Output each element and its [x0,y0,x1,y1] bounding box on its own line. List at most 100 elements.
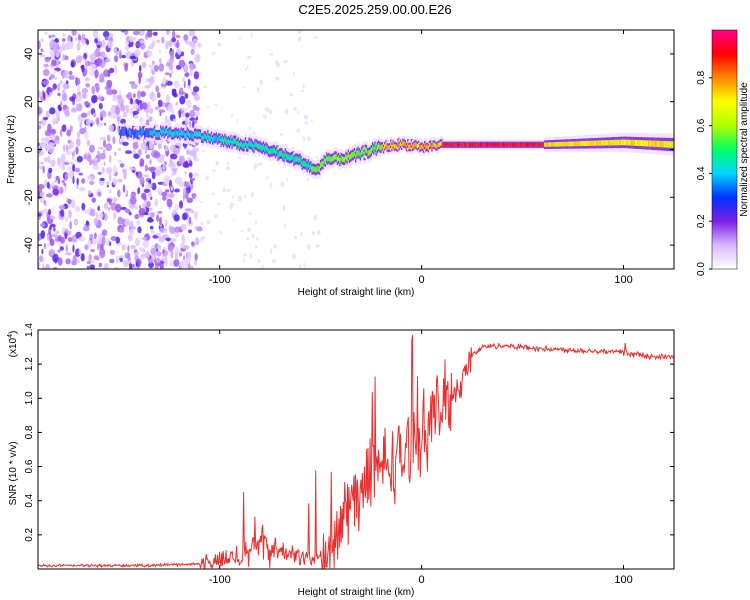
ridge-core [392,142,395,147]
noise-cell [300,231,303,237]
noise-cell [91,85,96,95]
noise-cell [303,262,306,268]
noise-cell [50,159,56,168]
y-tick-label: 0.4 [24,493,35,507]
noise-cell [217,42,222,47]
noise-cell [138,207,146,216]
noise-cell [88,157,92,166]
noise-cell [92,165,100,170]
noise-cell [283,223,286,228]
noise-cell [190,89,193,93]
noise-cell [39,223,46,227]
noise-cell [171,168,178,172]
noise-cell [174,232,179,238]
ridge-core [414,141,417,147]
noise-cell [130,83,138,89]
noise-cell [99,152,106,160]
noise-cell [115,51,120,56]
noise-cell [89,208,96,217]
chart-title: C2E5.2025.259.00.00.E26 [298,2,452,17]
noise-cell [146,201,151,208]
noise-cell [55,230,60,234]
noise-cell [178,109,181,119]
noise-cell [49,223,56,228]
noise-cell [193,157,200,162]
noise-cell [149,140,153,150]
noise-cell [174,147,181,155]
noise-cell [257,259,261,264]
noise-cell [194,253,198,261]
noise-cell [61,42,66,51]
ridge-core [551,142,554,147]
noise-cell [108,173,112,182]
noise-cell [149,77,154,86]
noise-cell [67,34,72,43]
noise-cell [178,91,186,95]
noise-cell [149,107,154,114]
noise-cell [187,79,191,86]
noise-cell [158,143,162,150]
noise-cell [49,91,53,96]
noise-cell [51,233,58,238]
noise-cell [112,212,117,219]
noise-cell [119,255,125,259]
noise-cell [39,255,43,263]
noise-cell [122,141,129,146]
ridge-core [451,143,455,147]
noise-cell [184,117,189,125]
noise-cell [38,40,41,50]
noise-cell [144,164,148,172]
noise-cell [60,153,66,162]
ridge-core [491,143,495,147]
snr-y-multiplier-exp: 4 [7,334,14,338]
y-tick-label: 20 [23,96,35,108]
noise-cell [43,68,50,77]
noise-cell [158,49,162,55]
noise-cell [206,105,210,109]
noise-cell [205,175,209,181]
noise-cell [40,38,44,42]
ridge-core [149,130,152,136]
noise-cell [44,202,48,207]
noise-cell [250,32,253,38]
noise-cell [81,112,88,118]
noise-cell [166,198,173,208]
ridge-core [231,141,234,147]
noise-cell [293,71,295,76]
noise-cell [107,111,112,117]
noise-cell [91,95,98,103]
noise-cell [185,112,190,118]
noise-cell [155,232,161,237]
noise-cell [38,233,41,242]
noise-cell [112,136,116,145]
noise-cell [67,172,74,180]
noise-cell [233,218,235,222]
ridge-core [138,132,141,138]
noise-cell [184,93,189,99]
noise-cell [212,169,216,172]
noise-cell [144,85,151,89]
noise-cell [120,118,126,125]
noise-cell [68,150,73,156]
ridge-core [169,129,172,135]
noise-cell [66,159,69,163]
noise-cell [129,81,136,85]
colorbar-tick-label: 0.8 [696,70,707,84]
ridge-core [202,135,205,141]
noise-cell [81,34,84,44]
noise-cell [154,106,160,110]
noise-cell [125,150,132,155]
noise-cell [70,199,76,209]
ridge-core [381,144,384,149]
noise-cell [123,218,131,226]
noise-cell [53,69,57,74]
noise-cell [101,166,105,174]
snr-y-axis-label: SNR (10 * v/v) [8,441,19,505]
noise-cell [174,226,180,233]
noise-cell [67,165,72,172]
ridge-core [279,150,283,157]
noise-cell [284,109,289,115]
ridge-core [424,143,427,148]
ridge-core [311,166,314,172]
noise-cell [77,39,81,44]
